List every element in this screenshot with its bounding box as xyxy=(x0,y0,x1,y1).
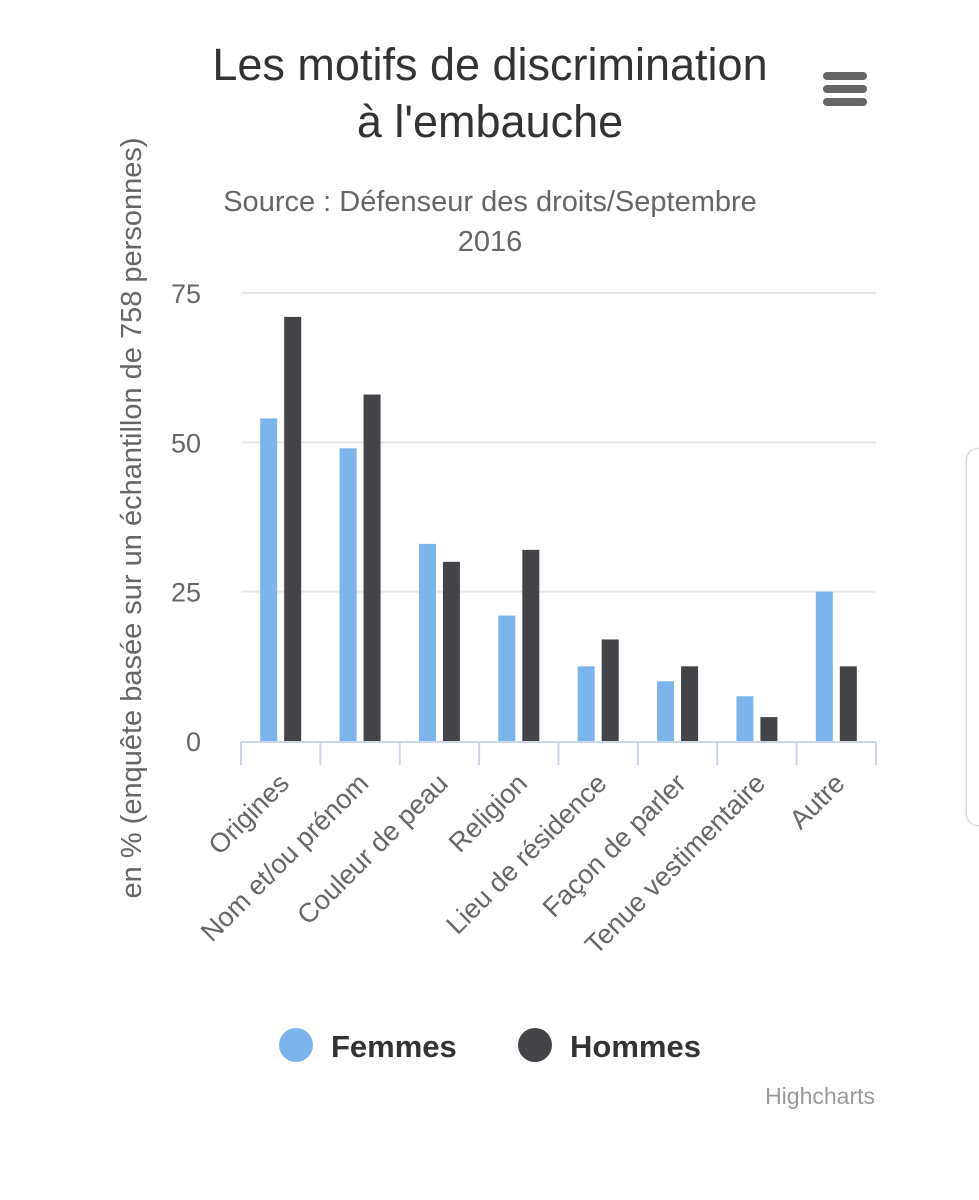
x-tick-label-8: Autre xyxy=(784,768,851,835)
legend-symbol-femmes xyxy=(279,1028,313,1062)
bar-hommes-2[interactable] xyxy=(363,394,381,741)
chart-menu-button[interactable] xyxy=(818,66,872,114)
credits-label[interactable]: Highcharts xyxy=(765,1083,875,1109)
chart-title-line-1: Les motifs de discrimination xyxy=(212,39,767,90)
bar-femmes-6[interactable] xyxy=(657,681,675,741)
bar-hommes-7[interactable] xyxy=(760,717,778,741)
legend-item-femmes[interactable]: Femmes xyxy=(279,1028,457,1064)
bar-hommes-8[interactable] xyxy=(839,666,857,741)
x-tick-label-3: Couleur de peau xyxy=(291,768,453,930)
bar-femmes-1[interactable] xyxy=(260,418,278,741)
bar-femmes-8[interactable] xyxy=(815,591,833,741)
legend-label-hommes: Hommes xyxy=(570,1029,701,1064)
legend-symbol-hommes xyxy=(518,1028,552,1062)
y-tick-label-75: 75 xyxy=(171,279,201,309)
bar-hommes-5[interactable] xyxy=(601,639,619,741)
bar-femmes-4[interactable] xyxy=(498,615,516,741)
bar-femmes-5[interactable] xyxy=(577,666,595,741)
chart-title-line-2: à l'embauche xyxy=(357,96,623,147)
legend-item-hommes[interactable]: Hommes xyxy=(518,1028,701,1064)
side-panel-handle[interactable] xyxy=(966,448,979,826)
y-tick-label-0: 0 xyxy=(186,727,201,757)
y-tick-label-50: 50 xyxy=(171,428,201,458)
bar-femmes-2[interactable] xyxy=(339,448,357,741)
chart-subtitle-line-2: 2016 xyxy=(458,226,523,258)
bar-hommes-1[interactable] xyxy=(284,316,302,741)
y-axis-title: en % (enquête basée sur un échantillon d… xyxy=(116,138,148,899)
bar-femmes-3[interactable] xyxy=(418,543,436,741)
legend-label-femmes: Femmes xyxy=(331,1029,457,1064)
chart-subtitle-line-1: Source : Défenseur des droits/Septembre xyxy=(223,186,757,218)
bar-hommes-6[interactable] xyxy=(681,666,699,741)
bar-hommes-4[interactable] xyxy=(522,549,540,741)
x-tick-label-6: Façon de parler xyxy=(537,768,692,923)
bar-hommes-3[interactable] xyxy=(442,561,460,741)
y-tick-label-25: 25 xyxy=(171,578,201,608)
bar-femmes-7[interactable] xyxy=(736,696,754,741)
